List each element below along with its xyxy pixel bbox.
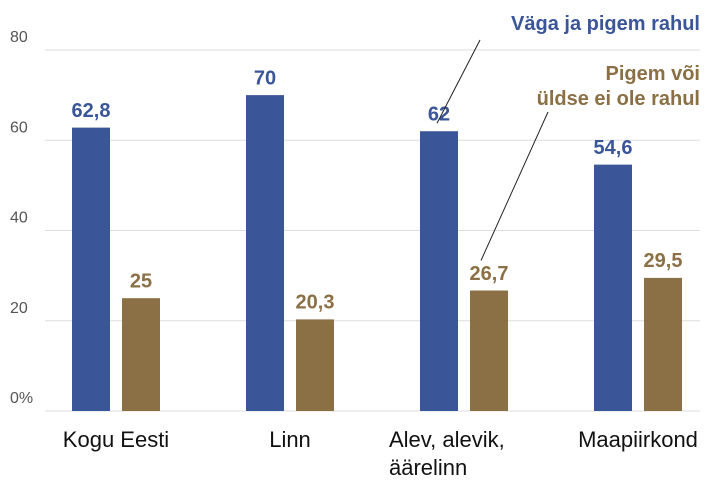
x-tick-label: Alev, alevik, äärelinn	[389, 427, 505, 480]
y-tick-label: 40	[10, 210, 28, 227]
y-tick-label: 20	[10, 300, 28, 317]
x-tick-label: Maapiirkond	[578, 427, 698, 452]
y-tick-label: 60	[10, 119, 28, 136]
leader-line	[436, 39, 481, 124]
x-tick-label: Linn	[269, 427, 311, 452]
y-tick-label: 0%	[10, 390, 33, 407]
legend-label: Pigem või üldse ei ole rahul	[536, 63, 700, 110]
bar	[470, 290, 508, 411]
data-label: 70	[254, 67, 276, 89]
data-label: 25	[130, 270, 152, 292]
data-label: 62	[428, 104, 450, 126]
data-label: 26,7	[470, 263, 509, 285]
data-label: 62,8	[72, 100, 111, 122]
bar	[72, 127, 110, 412]
bar	[246, 95, 284, 411]
data-label: 20,3	[296, 292, 335, 314]
bar	[644, 277, 682, 411]
data-label: 54,6	[594, 137, 633, 159]
y-tick-label: 80	[10, 29, 28, 46]
legend-label: Väga ja pigem rahul	[511, 13, 700, 35]
bar	[420, 131, 458, 411]
data-label: 29,5	[644, 250, 683, 272]
bar	[594, 164, 632, 411]
bar	[296, 319, 334, 411]
bar	[122, 298, 160, 411]
x-tick-label: Kogu Eesti	[62, 427, 170, 452]
leader-line	[480, 111, 549, 261]
